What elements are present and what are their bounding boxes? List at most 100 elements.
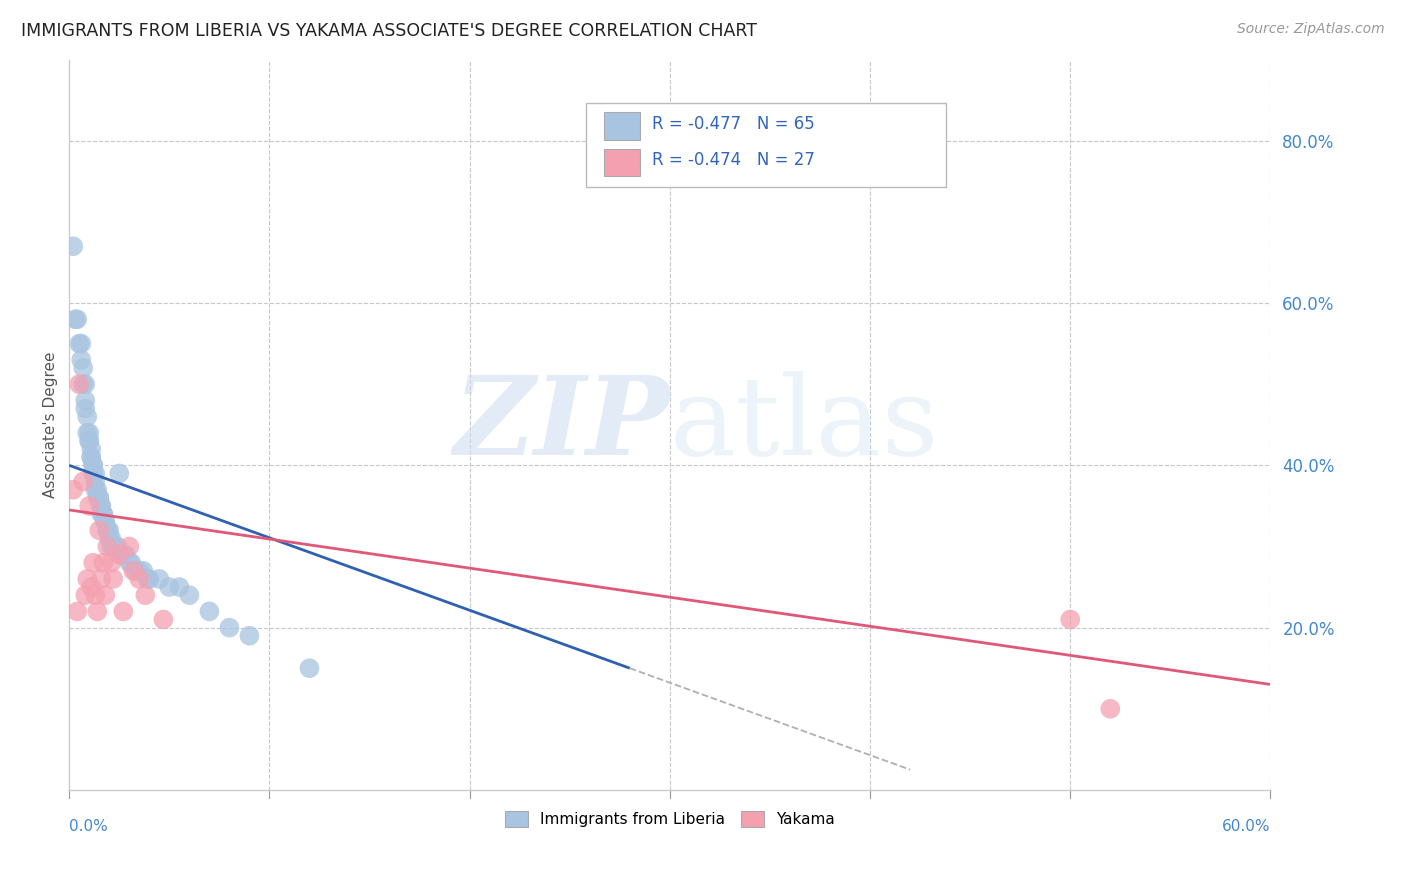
- Y-axis label: Associate's Degree: Associate's Degree: [44, 351, 58, 498]
- Point: [112, 604, 135, 618]
- Point: [298, 661, 321, 675]
- Point: [94, 515, 117, 529]
- Point: [72, 361, 94, 376]
- Point: [75, 588, 97, 602]
- Point: [75, 401, 97, 416]
- Point: [89, 491, 111, 505]
- Text: IMMIGRANTS FROM LIBERIA VS YAKAMA ASSOCIATE'S DEGREE CORRELATION CHART: IMMIGRANTS FROM LIBERIA VS YAKAMA ASSOCI…: [21, 22, 756, 40]
- Point: [100, 532, 122, 546]
- Point: [152, 613, 174, 627]
- Point: [103, 572, 125, 586]
- Point: [94, 515, 117, 529]
- Point: [114, 548, 136, 562]
- Point: [96, 523, 118, 537]
- Point: [94, 588, 117, 602]
- Point: [90, 499, 112, 513]
- Point: [104, 540, 127, 554]
- Point: [70, 352, 93, 367]
- Point: [65, 312, 87, 326]
- Point: [148, 572, 170, 586]
- FancyBboxPatch shape: [603, 112, 640, 140]
- FancyBboxPatch shape: [603, 149, 640, 177]
- Point: [128, 564, 150, 578]
- Point: [80, 450, 103, 465]
- Point: [90, 572, 112, 586]
- Point: [62, 483, 84, 497]
- Point: [96, 523, 118, 537]
- Point: [90, 499, 112, 513]
- Point: [82, 556, 104, 570]
- Point: [84, 475, 107, 489]
- Point: [157, 580, 180, 594]
- Point: [77, 425, 100, 440]
- Point: [86, 491, 108, 505]
- Point: [84, 588, 107, 602]
- Point: [103, 540, 125, 554]
- Text: 0.0%: 0.0%: [69, 819, 108, 834]
- Point: [105, 540, 128, 554]
- FancyBboxPatch shape: [586, 103, 946, 187]
- Legend: Immigrants from Liberia, Yakama: Immigrants from Liberia, Yakama: [499, 805, 841, 833]
- Point: [77, 434, 100, 448]
- Point: [91, 507, 114, 521]
- Point: [91, 507, 114, 521]
- Point: [77, 434, 100, 448]
- Point: [72, 475, 94, 489]
- Point: [66, 312, 89, 326]
- Point: [82, 458, 104, 473]
- Point: [110, 548, 132, 562]
- Point: [98, 523, 121, 537]
- Point: [100, 556, 122, 570]
- Point: [72, 377, 94, 392]
- Point: [104, 540, 127, 554]
- Text: Source: ZipAtlas.com: Source: ZipAtlas.com: [1237, 22, 1385, 37]
- Point: [84, 467, 107, 481]
- Point: [80, 450, 103, 465]
- Point: [100, 540, 122, 554]
- Text: ZIP: ZIP: [453, 371, 669, 478]
- Point: [98, 532, 121, 546]
- Point: [108, 467, 131, 481]
- Point: [67, 377, 90, 392]
- Point: [77, 499, 100, 513]
- Point: [1099, 702, 1122, 716]
- Point: [66, 604, 89, 618]
- Point: [128, 572, 150, 586]
- Text: atlas: atlas: [669, 371, 939, 478]
- Point: [136, 572, 159, 586]
- Point: [82, 458, 104, 473]
- Point: [96, 540, 118, 554]
- Point: [82, 467, 104, 481]
- Point: [108, 548, 131, 562]
- Point: [198, 604, 221, 618]
- Point: [218, 621, 240, 635]
- Point: [76, 425, 98, 440]
- Text: R = -0.477   N = 65: R = -0.477 N = 65: [652, 115, 814, 133]
- Point: [179, 588, 201, 602]
- Text: 60.0%: 60.0%: [1222, 819, 1271, 834]
- Point: [86, 483, 108, 497]
- Point: [67, 336, 90, 351]
- Point: [118, 540, 141, 554]
- Point: [118, 556, 141, 570]
- Point: [1059, 613, 1081, 627]
- Point: [238, 629, 260, 643]
- Point: [75, 377, 97, 392]
- Point: [134, 588, 156, 602]
- Text: R = -0.474   N = 27: R = -0.474 N = 27: [652, 152, 814, 169]
- Point: [112, 548, 135, 562]
- Point: [76, 409, 98, 424]
- Point: [70, 336, 93, 351]
- Point: [138, 572, 160, 586]
- Point: [89, 523, 111, 537]
- Point: [76, 572, 98, 586]
- Point: [132, 564, 155, 578]
- Point: [90, 507, 112, 521]
- Point: [86, 604, 108, 618]
- Point: [120, 556, 142, 570]
- Point: [84, 483, 107, 497]
- Point: [80, 442, 103, 456]
- Point: [169, 580, 191, 594]
- Point: [75, 393, 97, 408]
- Point: [122, 564, 145, 578]
